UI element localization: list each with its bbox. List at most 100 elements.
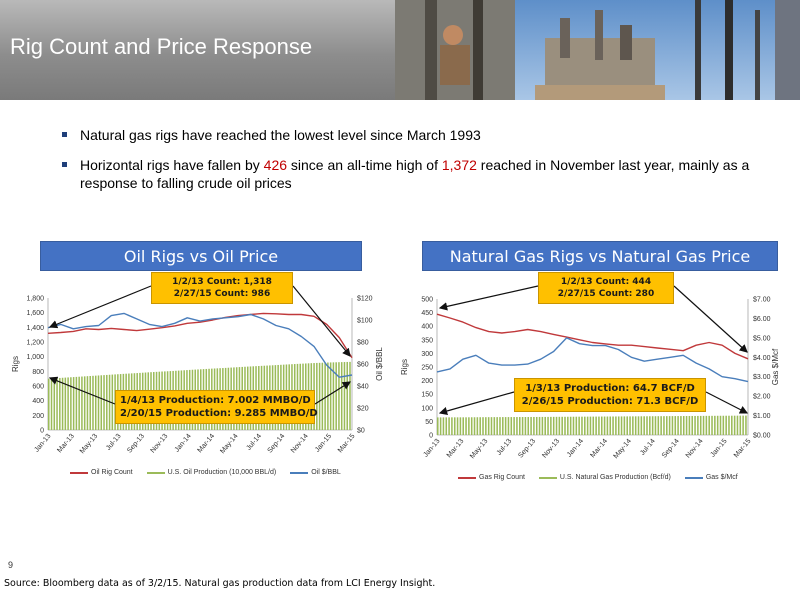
gas-y-tick-label: 100 <box>421 405 433 412</box>
bullet-item: Natural gas rigs have reached the lowest… <box>62 126 782 144</box>
callout-arrow <box>292 285 351 357</box>
gas-production-bar <box>442 417 445 435</box>
gas-production-bar <box>714 415 716 435</box>
gas-production-bar <box>459 417 462 435</box>
gas-production-bar <box>437 417 439 435</box>
callout-line: 2/20/15 Production: 9.285 MMBO/D <box>120 408 318 419</box>
gas-production-bar <box>699 415 702 435</box>
gas-production-bar <box>518 417 521 435</box>
gas-x-tick-label: May-13 <box>469 438 489 460</box>
page-number: 9 <box>8 560 14 570</box>
gas-production-bar <box>578 416 580 435</box>
square-bullet-icon <box>62 162 67 167</box>
oil-production-bar <box>338 362 340 430</box>
gas-production-bar <box>663 416 665 435</box>
oil-y-tick-label: 1,600 <box>26 310 44 317</box>
gas-production-bar <box>584 416 586 435</box>
highlight-rig-high: 1,372 <box>441 157 477 173</box>
bullet-item: Horizontal rigs have fallen by 426 since… <box>62 156 782 192</box>
gas-production-bar <box>538 416 541 435</box>
gas-production-bar <box>524 417 527 435</box>
gas-production-bar <box>547 416 549 435</box>
gas-production-bar <box>470 417 473 435</box>
oil-y-axis-title: Rigs <box>11 356 20 372</box>
legend-label: Gas Rig Count <box>479 474 525 481</box>
callout-line: 1/3/13 Production: 64.7 BCF/D <box>525 383 695 394</box>
gas-production-bar <box>575 416 578 435</box>
oil-x-tick-label: Mar-14 <box>197 433 217 455</box>
oil-production-bar <box>75 376 78 430</box>
callout-arrow <box>438 391 515 416</box>
oil-y-tick-label: 1,400 <box>26 325 44 332</box>
oil-production-bar <box>346 361 348 430</box>
gas-production-bar <box>535 416 538 435</box>
oil-x-tick-label: May-13 <box>79 433 99 455</box>
gas-production-bar <box>722 415 725 435</box>
gas-production-bar <box>731 415 733 435</box>
oil-production-bar <box>78 376 80 430</box>
square-bullet-icon <box>62 132 67 137</box>
legend-label: U.S. Natural Gas Production (Bcf/d) <box>559 474 671 481</box>
gas-production-bar <box>507 417 510 435</box>
oil-y2-tick-label: $100 <box>357 318 373 325</box>
gas-production-bar <box>544 416 546 435</box>
oil-production-bar <box>318 362 321 430</box>
gas-y-tick-label: 500 <box>421 297 433 304</box>
gas-production-bar <box>651 416 654 435</box>
gas-production-bar <box>504 417 507 435</box>
callout-arrow <box>705 391 749 414</box>
gas-production-bar <box>453 417 456 435</box>
oil-y-tick-label: 400 <box>32 398 44 405</box>
gas-x-tick-label: Nov-13 <box>541 438 561 460</box>
gas-production-bar <box>615 416 617 435</box>
oil-production-bar <box>53 378 56 430</box>
oil-production-bar <box>92 375 94 430</box>
gas-production-bar <box>620 416 623 435</box>
gas-y2-tick-label: $7.00 <box>753 297 771 304</box>
legend-swatch-rig <box>458 476 476 479</box>
gas-x-tick-label: Mar-14 <box>589 438 609 460</box>
callout-line: 2/27/15 Count: 280 <box>557 289 655 299</box>
gas-y2-tick-label: $5.00 <box>753 335 771 342</box>
page-title: Rig Count and Price Response <box>10 34 313 59</box>
gas-production-bar <box>445 417 448 435</box>
oil-y-tick-label: 0 <box>40 428 44 435</box>
gas-production-bar <box>493 417 496 435</box>
oil-production-bar <box>316 362 318 430</box>
legend-item: Oil Rig Count <box>70 469 133 476</box>
oil-price-line <box>47 312 353 378</box>
gas-production-bar <box>473 417 476 435</box>
oil-y-tick-label: 200 <box>32 413 44 420</box>
gas-production-bar <box>603 416 606 435</box>
legend-swatch-production <box>538 476 557 479</box>
gas-x-tick-label: Jan-13 <box>422 438 441 459</box>
gas-y-tick-label: 0 <box>429 433 433 440</box>
gas-production-bar <box>541 416 544 435</box>
legend-label: Oil Rig Count <box>91 469 133 476</box>
gas-production-bar <box>668 416 671 435</box>
oil-production-bar <box>103 375 105 430</box>
gas-production-bar <box>527 416 530 435</box>
oil-production-bar <box>86 376 89 430</box>
gas-y-tick-label: 150 <box>421 392 433 399</box>
oil-rig-count-line <box>47 312 353 359</box>
gas-production-bar <box>629 416 631 435</box>
gas-x-tick-label: Jul-13 <box>496 438 514 457</box>
oil-y2-tick-label: $40 <box>357 384 369 391</box>
gas-production-bar <box>716 415 719 435</box>
gas-production-bar <box>476 417 479 435</box>
gas-production-bar <box>451 417 453 435</box>
gas-production-bar <box>680 416 682 435</box>
gas-production-bar <box>598 416 600 435</box>
oil-production-bar <box>332 362 335 430</box>
gas-production-bar <box>736 415 739 435</box>
gas-production-bar <box>572 416 575 435</box>
gas-production-bar <box>555 416 558 435</box>
legend-swatch-price <box>290 471 309 474</box>
gas-production-bar <box>516 417 518 435</box>
oil-production-bar <box>59 377 61 430</box>
gas-production-bar <box>592 416 595 435</box>
oil-production-bar <box>70 377 72 430</box>
bullet-list: Natural gas rigs have reached the lowest… <box>62 126 782 204</box>
gas-production-bar <box>705 415 708 435</box>
